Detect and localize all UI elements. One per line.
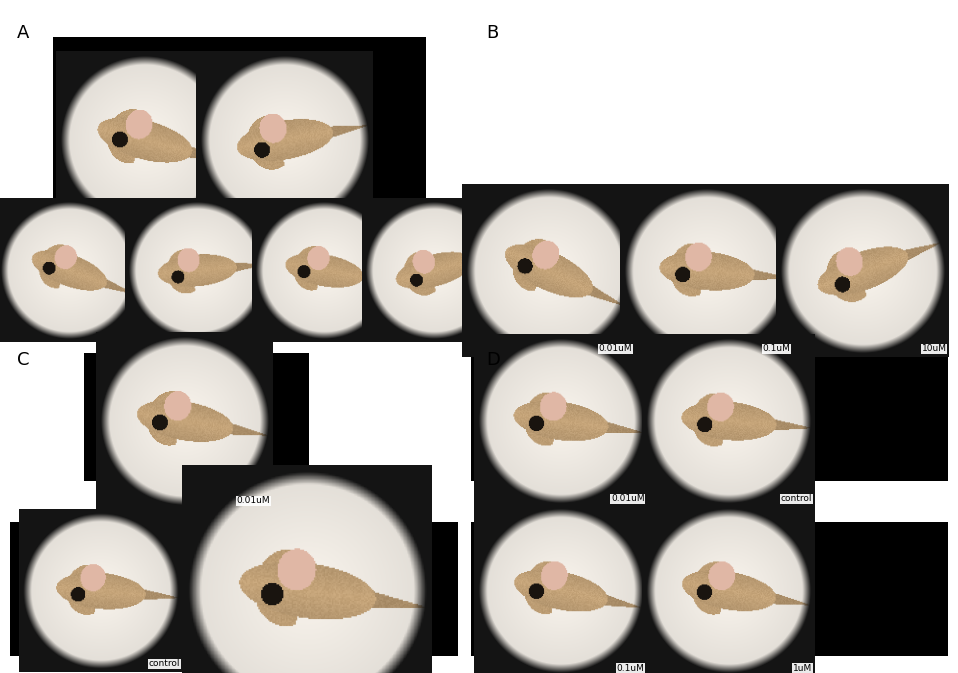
Text: 0.01uM: 0.01uM [599,345,632,353]
Text: control: control [148,660,180,668]
Text: 0.1uM: 0.1uM [763,345,790,353]
Bar [471,202,948,336]
Text: 0.1uM: 0.1uM [617,664,645,673]
Text: 0.01uM: 0.01uM [237,497,270,505]
Bar [471,522,948,656]
Bar [471,353,948,481]
Text: D: D [487,351,500,369]
Text: C: C [17,351,30,369]
Text: 0.01uM: 0.01uM [611,495,645,503]
Text: 1uM: 1uM [793,664,812,673]
Text: A: A [17,24,30,42]
Bar [10,522,458,656]
Text: 10uM: 10uM [922,345,947,353]
Bar [10,202,458,336]
Text: control: control [781,495,812,503]
Text: B: B [487,24,499,42]
Bar [84,353,309,481]
Bar [53,37,426,242]
